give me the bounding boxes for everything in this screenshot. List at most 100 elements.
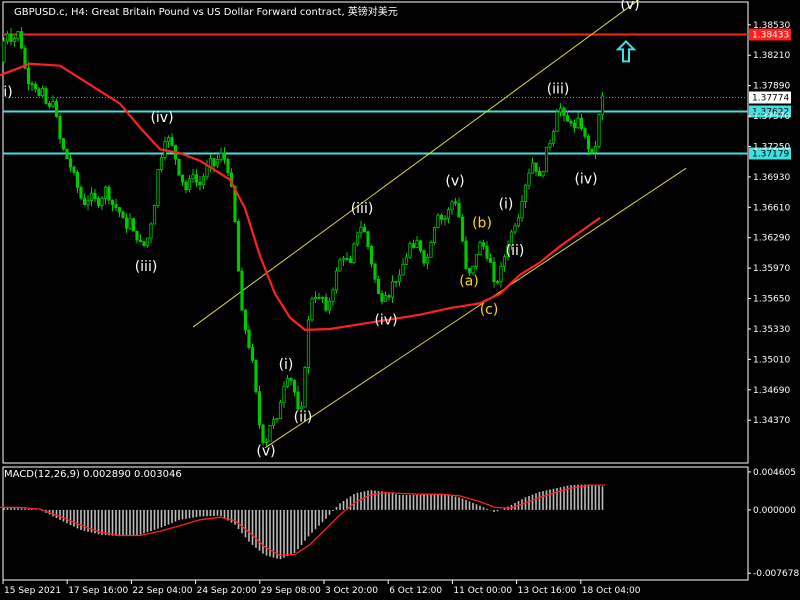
candle-body	[534, 162, 538, 172]
candle-body	[124, 217, 129, 229]
candle-body	[394, 281, 398, 283]
price-tick-label: 1.35010	[753, 355, 790, 365]
candle-body	[264, 440, 269, 443]
candle-body	[541, 171, 545, 177]
price-tick-label: 1.36930	[753, 173, 790, 183]
candle-body	[562, 107, 566, 116]
time-tick-label: 3 Oct 20:00	[325, 586, 378, 596]
candle-body	[96, 198, 101, 206]
price-tag-bg	[749, 28, 791, 41]
time-tick-label: 11 Oct 00:00	[453, 586, 512, 596]
candle-body	[30, 83, 34, 86]
arrow-annotation[interactable]	[615, 40, 637, 63]
candles	[2, 27, 605, 446]
candle-body	[33, 84, 38, 90]
candle-body	[289, 378, 293, 381]
time-tick-label: 22 Sep 04:00	[132, 586, 192, 596]
candle-body	[257, 391, 262, 426]
candle-body	[495, 281, 500, 284]
candle-body	[12, 37, 17, 42]
candle-body	[292, 380, 297, 393]
price-tag-bg	[749, 105, 791, 118]
candle-body	[313, 297, 318, 300]
candle-body	[2, 40, 6, 63]
candle-body	[443, 218, 447, 220]
candle-body	[576, 117, 580, 129]
candle-body	[348, 258, 353, 263]
candle-body	[415, 240, 419, 249]
candle-body	[222, 152, 227, 160]
candle-body	[593, 145, 598, 153]
wave-label: (i)	[279, 357, 294, 373]
candle-body	[352, 243, 356, 263]
candle-body	[572, 122, 577, 129]
price-tag-label: 1.37179	[752, 150, 789, 160]
candle-body	[299, 406, 304, 410]
candle-body	[327, 300, 332, 311]
candle-body	[5, 33, 10, 42]
price-tick-label: 1.37570	[753, 112, 790, 122]
time-tick-label: 6 Oct 12:00	[389, 586, 442, 596]
candle-body	[306, 319, 311, 368]
candle-body	[436, 214, 440, 228]
price-tick-label: 1.36610	[753, 203, 790, 213]
candle-body	[523, 184, 528, 202]
candle-body	[268, 425, 272, 442]
main-panel-border	[2, 1, 749, 464]
time-tick-label: 13 Oct 16:00	[518, 586, 577, 596]
candle-body	[100, 198, 104, 206]
candle-body	[117, 207, 122, 213]
macd-tick-label: 0.004605	[753, 468, 796, 478]
current-price-tag	[749, 91, 791, 104]
candle-body	[418, 240, 423, 252]
candle-body	[296, 391, 300, 410]
candle-body	[439, 214, 444, 220]
wave-label: (i)	[499, 196, 514, 212]
candle-body	[558, 107, 563, 113]
wave-label: (c)	[480, 302, 499, 318]
candle-body	[79, 187, 83, 199]
candle-body	[16, 31, 20, 39]
candle-body	[236, 221, 241, 272]
candle-body	[492, 261, 496, 283]
candle-body	[355, 232, 360, 245]
candle-body	[191, 174, 195, 180]
candle-body	[201, 176, 206, 186]
candle-body	[366, 231, 370, 247]
wave-label: i)	[3, 84, 12, 100]
candle-body	[142, 241, 146, 246]
candle-body	[135, 230, 139, 241]
wave-label: (ii)	[506, 243, 525, 259]
macd-tick-label: -0.007678	[753, 569, 799, 579]
price-tag-bg	[749, 147, 791, 160]
horizontal-lines[interactable]: 1.38433 1.37622 1.37179 1.37774	[3, 28, 791, 160]
chart-title: GBPUSD.c, H4: Great Britain Pound vs US …	[14, 7, 398, 18]
price-tick-label: 1.35970	[753, 264, 790, 274]
wave-label: (b)	[472, 215, 492, 231]
candle-body	[254, 359, 258, 393]
candle-body	[432, 227, 437, 243]
candle-body	[460, 216, 465, 242]
candle-body	[58, 116, 62, 140]
candle-body	[103, 186, 108, 199]
candle-body	[362, 226, 367, 233]
candle-body	[166, 137, 171, 143]
candle-body	[555, 111, 559, 132]
candle-body	[240, 270, 244, 311]
time-tick-label: 18 Oct 04:00	[582, 586, 641, 596]
current-price-label: 1.37774	[752, 94, 789, 104]
candle-body	[243, 309, 248, 331]
candle-body	[373, 263, 377, 280]
candle-body	[131, 218, 136, 232]
wave-label: (v)	[256, 444, 275, 460]
candle-body	[331, 289, 335, 302]
wave-label: (iv)	[574, 172, 597, 188]
candle-body	[359, 226, 363, 234]
candle-body	[387, 295, 391, 298]
candle-body	[271, 419, 276, 426]
trend-channel[interactable]	[192, 0, 687, 449]
candle-body	[23, 47, 27, 69]
candle-body	[226, 158, 230, 174]
candle-body	[411, 243, 416, 249]
